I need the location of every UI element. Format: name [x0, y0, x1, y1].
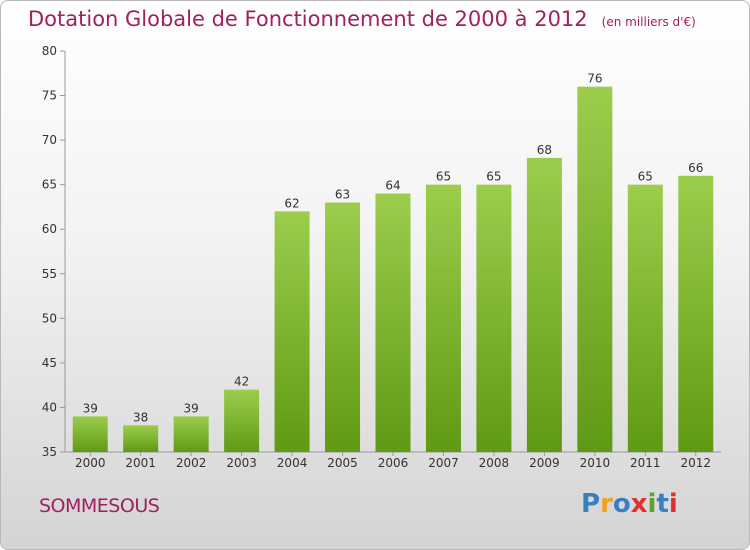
- x-tick-label-2001: 2001: [125, 456, 156, 470]
- logo-letter: i: [647, 489, 657, 519]
- logo-letter: r: [600, 489, 613, 519]
- y-tick-label: 45: [42, 356, 57, 370]
- bar-2011: [627, 184, 663, 452]
- data-label-2007: 65: [436, 170, 451, 184]
- data-label-2005: 63: [335, 187, 350, 201]
- bar-2002: [173, 416, 209, 452]
- logo-letter: o: [612, 489, 631, 519]
- axes: 35 40 45 50 55 60 65 70 75 80 2000 2001 2002 2003 2004…: [42, 44, 721, 470]
- commune-name: SOMMESOUS: [39, 495, 160, 517]
- bars: [72, 86, 714, 453]
- data-label-2003: 42: [234, 375, 249, 389]
- logo-letter: x: [630, 489, 648, 519]
- y-tick-label: 35: [42, 445, 57, 459]
- logo-letter: t: [656, 489, 669, 519]
- data-label-2010: 76: [587, 72, 602, 86]
- y-tick-label: 50: [42, 311, 57, 325]
- chart-title-text: Dotation Globale de Fonctionnement de 20…: [28, 7, 588, 31]
- data-label-2009: 68: [537, 143, 552, 157]
- x-tick-label-2004: 2004: [277, 456, 308, 470]
- x-tick-label-2011: 2011: [630, 456, 661, 470]
- logo-letter: P: [581, 489, 601, 519]
- x-tick-label-2006: 2006: [378, 456, 409, 470]
- y-tick-label: 65: [42, 178, 57, 192]
- bar-2010: [577, 86, 613, 453]
- bar-2005: [325, 202, 361, 452]
- y-tick-label: 75: [42, 89, 57, 103]
- chart-title: Dotation Globale de Fonctionnement de 20…: [28, 7, 696, 31]
- bar-2008: [476, 184, 512, 452]
- data-label-2004: 62: [284, 196, 299, 210]
- x-tick-label-2010: 2010: [580, 456, 611, 470]
- data-label-2012: 66: [688, 161, 703, 175]
- chart-subtitle: (en milliers d'€): [601, 15, 696, 29]
- data-label-2008: 65: [486, 170, 501, 184]
- data-label-2000: 39: [83, 401, 98, 415]
- bar-2000: [72, 416, 108, 452]
- x-tick-label-2012: 2012: [680, 456, 711, 470]
- data-label-2001: 38: [133, 410, 148, 424]
- y-tick-label: 60: [42, 222, 57, 236]
- x-tick-label-2002: 2002: [176, 456, 207, 470]
- y-tick-label: 40: [42, 400, 57, 414]
- x-tick-label-2009: 2009: [529, 456, 560, 470]
- data-label-2006: 64: [385, 179, 400, 193]
- data-label-2002: 39: [184, 401, 199, 415]
- y-tick-label: 55: [42, 267, 57, 281]
- y-tick-label: 80: [42, 44, 57, 58]
- bar-2001: [123, 425, 159, 452]
- x-tick-label-2000: 2000: [75, 456, 106, 470]
- bar-2009: [526, 157, 562, 452]
- y-tick-label: 70: [42, 133, 57, 147]
- x-tick-label-2003: 2003: [226, 456, 257, 470]
- bar-2006: [375, 193, 411, 453]
- x-tick-label-2005: 2005: [327, 456, 358, 470]
- x-tick-label-2007: 2007: [428, 456, 459, 470]
- data-label-2011: 65: [638, 170, 653, 184]
- proxiti-logo: Proxiti: [581, 489, 678, 519]
- bar-2012: [678, 175, 714, 452]
- bar-2004: [274, 211, 310, 452]
- bar-2003: [224, 389, 260, 452]
- logo-letter: i: [668, 489, 678, 519]
- x-tick-label-2008: 2008: [479, 456, 510, 470]
- data-labels: 39 38 39 42 62 63 64 65 65 68 76 65 66: [83, 72, 704, 425]
- bar-2007: [425, 184, 461, 452]
